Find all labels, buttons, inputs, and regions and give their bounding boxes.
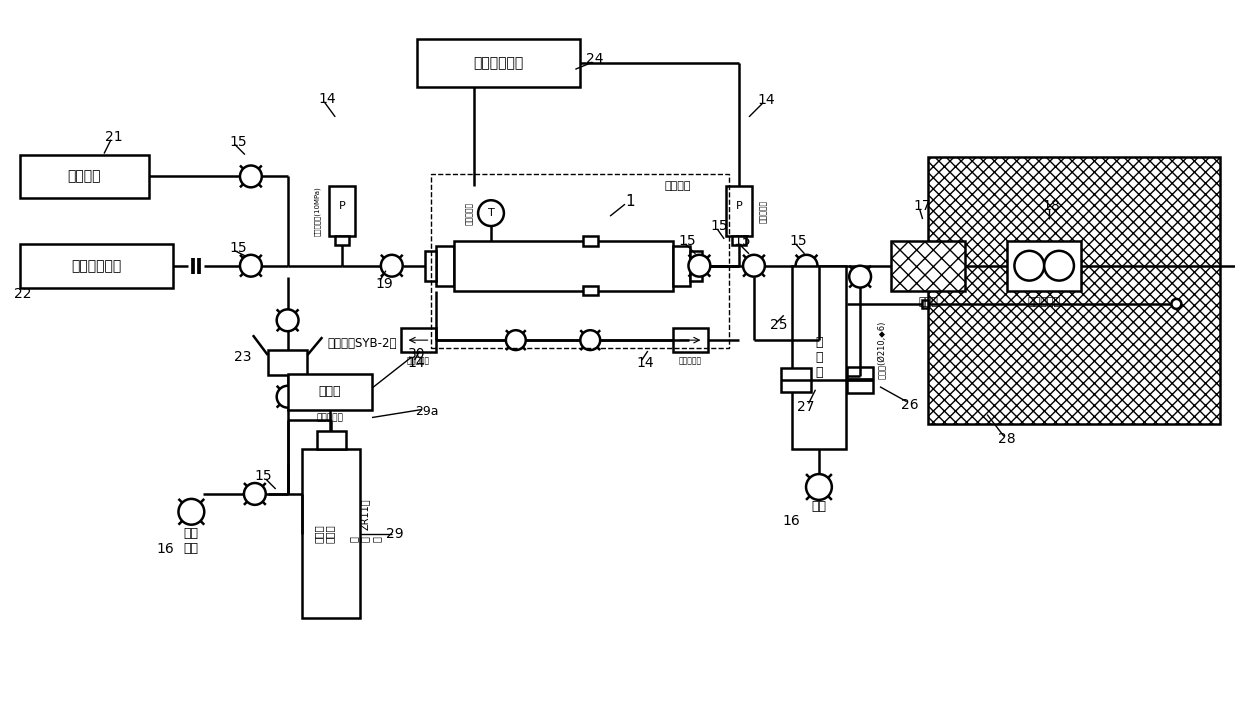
Text: 15: 15 bbox=[711, 219, 728, 233]
Text: 16: 16 bbox=[782, 513, 800, 528]
Circle shape bbox=[806, 474, 832, 500]
Text: T: T bbox=[487, 208, 495, 218]
Text: 温度传感器: 温度传感器 bbox=[465, 202, 474, 225]
Text: ZR11型: ZR11型 bbox=[360, 498, 370, 530]
Text: 压力传感器: 压力传感器 bbox=[407, 357, 430, 365]
Circle shape bbox=[244, 483, 265, 505]
Bar bbox=[424, 251, 436, 280]
Text: 渗流驱替气源: 渗流驱替气源 bbox=[72, 259, 122, 272]
Text: 应变片接口: 应变片接口 bbox=[316, 413, 343, 422]
Bar bbox=[847, 367, 873, 393]
Bar bbox=[20, 154, 149, 198]
Text: 应变仴: 应变仴 bbox=[319, 385, 341, 398]
Text: 甲烷气源: 甲烷气源 bbox=[67, 169, 100, 184]
Text: 放空: 放空 bbox=[184, 542, 198, 555]
Text: 放空: 放空 bbox=[811, 500, 826, 513]
Text: 29: 29 bbox=[386, 527, 403, 541]
Text: 15: 15 bbox=[254, 469, 272, 483]
Text: 22: 22 bbox=[14, 287, 31, 300]
Text: 电阵率测定价: 电阵率测定价 bbox=[474, 56, 523, 70]
Text: 25: 25 bbox=[770, 318, 787, 332]
Bar bbox=[583, 285, 598, 295]
Bar bbox=[732, 236, 746, 245]
Text: 低温水浴: 低温水浴 bbox=[665, 182, 691, 192]
Text: 15: 15 bbox=[229, 241, 247, 255]
Bar bbox=[928, 157, 1220, 425]
Text: 14: 14 bbox=[758, 93, 775, 107]
Text: 30: 30 bbox=[408, 347, 425, 361]
Circle shape bbox=[1172, 299, 1182, 309]
Circle shape bbox=[743, 255, 765, 277]
Bar bbox=[691, 251, 702, 280]
Bar bbox=[921, 300, 928, 308]
Text: 23: 23 bbox=[234, 350, 252, 364]
Circle shape bbox=[479, 200, 503, 226]
Text: P: P bbox=[339, 201, 346, 211]
Bar bbox=[20, 244, 174, 287]
Text: P: P bbox=[735, 201, 743, 211]
Text: 15: 15 bbox=[790, 234, 807, 248]
Bar bbox=[454, 241, 672, 290]
Bar bbox=[335, 236, 350, 245]
Text: 24: 24 bbox=[587, 52, 604, 66]
Bar bbox=[672, 246, 691, 285]
Circle shape bbox=[580, 330, 600, 350]
Bar bbox=[791, 266, 846, 449]
Bar bbox=[1007, 241, 1081, 290]
Circle shape bbox=[796, 255, 817, 277]
Text: 17: 17 bbox=[914, 199, 931, 213]
Circle shape bbox=[277, 386, 299, 408]
Text: 15: 15 bbox=[229, 134, 247, 149]
Bar bbox=[890, 241, 965, 290]
Text: 1: 1 bbox=[625, 194, 635, 209]
Circle shape bbox=[277, 310, 299, 331]
Bar bbox=[288, 374, 372, 410]
Bar bbox=[672, 328, 708, 352]
Text: 14: 14 bbox=[636, 356, 653, 370]
Bar bbox=[317, 431, 346, 449]
Bar bbox=[330, 187, 355, 236]
Text: 手摇泵（SYB-2）: 手摇泵（SYB-2） bbox=[327, 337, 397, 350]
Text: 压力传感器: 压力传感器 bbox=[759, 199, 769, 222]
Circle shape bbox=[849, 266, 870, 287]
Text: 18: 18 bbox=[1043, 199, 1060, 213]
Text: 气控阀(Ø210,◆6): 气控阀(Ø210,◆6) bbox=[878, 321, 887, 379]
Text: 储
气
罐: 储 气 罐 bbox=[815, 336, 822, 379]
Text: 21: 21 bbox=[105, 129, 123, 144]
Bar bbox=[432, 174, 729, 348]
Text: 16: 16 bbox=[156, 541, 175, 556]
Bar bbox=[401, 328, 436, 352]
Text: 14: 14 bbox=[408, 356, 425, 370]
Bar bbox=[727, 187, 751, 236]
Text: 15: 15 bbox=[733, 234, 751, 248]
Circle shape bbox=[241, 165, 262, 187]
Circle shape bbox=[381, 255, 403, 277]
Circle shape bbox=[1014, 251, 1044, 280]
Text: 14: 14 bbox=[319, 92, 336, 106]
Text: 27: 27 bbox=[797, 400, 815, 413]
Text: 压力传感器(10MPa): 压力传感器(10MPa) bbox=[314, 187, 321, 236]
Text: 路
伤
刷: 路 伤 刷 bbox=[348, 536, 382, 541]
Text: 26: 26 bbox=[901, 398, 919, 412]
Bar bbox=[303, 449, 360, 618]
Bar bbox=[436, 246, 454, 285]
Text: 放空: 放空 bbox=[184, 527, 198, 540]
Text: 19: 19 bbox=[374, 277, 393, 290]
Circle shape bbox=[1044, 251, 1074, 280]
Circle shape bbox=[179, 499, 205, 525]
Text: 应变片
传感器: 应变片 传感器 bbox=[314, 524, 335, 543]
Text: 干燥剂: 干燥剂 bbox=[918, 297, 937, 307]
Bar bbox=[781, 368, 811, 392]
Circle shape bbox=[688, 255, 711, 277]
Text: 29a: 29a bbox=[414, 405, 438, 418]
Bar bbox=[268, 350, 308, 375]
Bar bbox=[417, 39, 580, 87]
Text: 15: 15 bbox=[678, 234, 697, 248]
Text: 气体流量计: 气体流量计 bbox=[1028, 297, 1060, 307]
Text: 28: 28 bbox=[998, 433, 1016, 446]
Circle shape bbox=[241, 255, 262, 277]
Text: 压力传感器: 压力传感器 bbox=[678, 357, 702, 365]
Bar bbox=[583, 236, 598, 246]
Circle shape bbox=[506, 330, 526, 350]
